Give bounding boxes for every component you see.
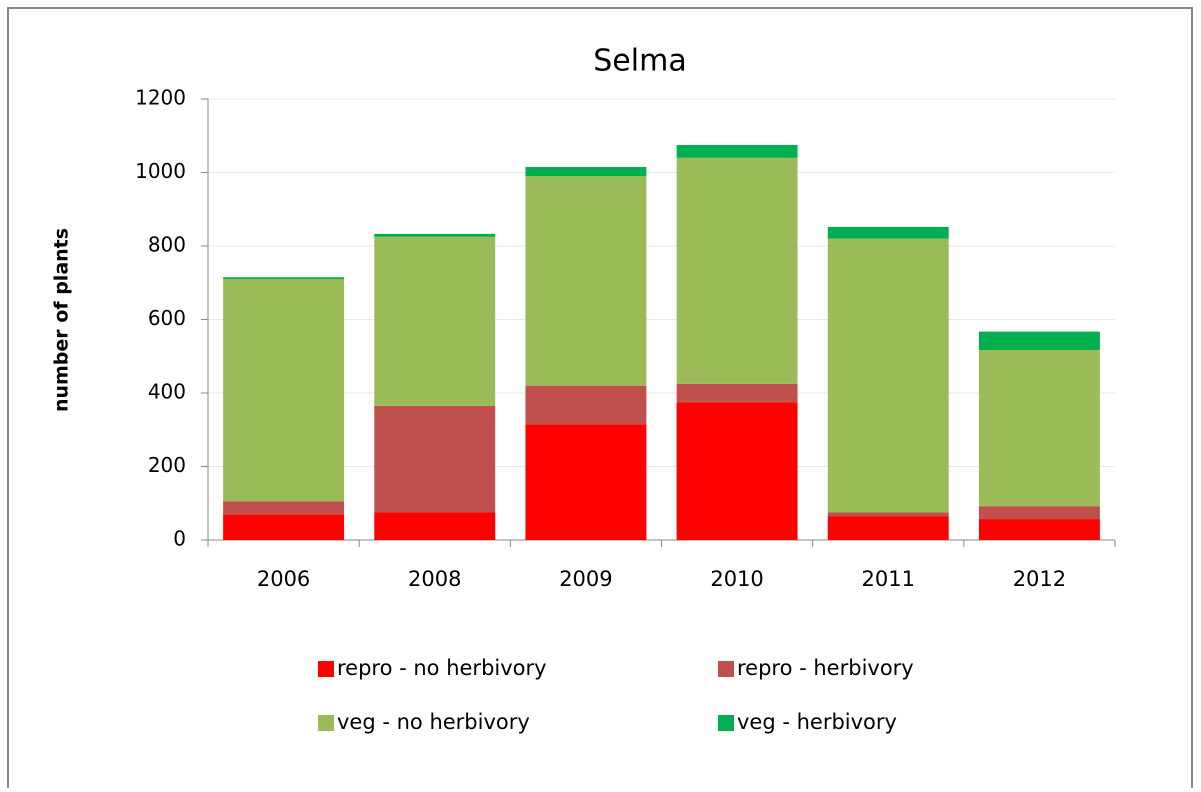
y-tick-label: 0 xyxy=(173,527,186,551)
legend-swatch xyxy=(318,661,334,677)
y-tick-label: 600 xyxy=(148,306,186,330)
x-tick-label: 2006 xyxy=(257,567,310,591)
bar-segment xyxy=(374,405,496,513)
y-axis-label: number of plants xyxy=(51,228,73,412)
legend-swatch xyxy=(718,661,734,677)
y-tick-label: 400 xyxy=(148,380,186,404)
bar-segment xyxy=(223,514,345,540)
bar-segment xyxy=(827,516,949,540)
bar-segment xyxy=(374,512,496,540)
y-tick-label: 1200 xyxy=(135,86,186,110)
bar-segment xyxy=(374,236,496,406)
bar-segment xyxy=(978,506,1100,520)
bar-segment xyxy=(525,166,647,177)
bar-segment xyxy=(223,277,345,280)
bar-segment xyxy=(223,279,345,502)
bar-segment xyxy=(676,157,798,384)
y-tick-label: 1000 xyxy=(135,159,186,183)
bar-segment xyxy=(374,233,496,237)
bar-segment xyxy=(827,226,949,239)
y-tick-label: 200 xyxy=(148,453,186,477)
bar-segment xyxy=(676,144,798,158)
x-tick-label: 2012 xyxy=(1013,567,1066,591)
bar-segment xyxy=(827,512,949,517)
legend-swatch xyxy=(718,715,734,731)
legend-label: veg - herbivory xyxy=(737,710,897,734)
chart-title: Selma xyxy=(593,44,686,79)
x-tick-label: 2008 xyxy=(408,567,461,591)
y-tick-label: 800 xyxy=(148,233,186,257)
bar-segment xyxy=(676,402,798,540)
x-tick-label: 2010 xyxy=(710,567,763,591)
legend-label: veg - no herbivory xyxy=(337,710,530,734)
x-tick-label: 2009 xyxy=(559,567,612,591)
bar-segment xyxy=(676,383,798,403)
bar-segment xyxy=(525,424,647,540)
legend-swatch xyxy=(318,715,334,731)
x-tick-label: 2011 xyxy=(862,567,915,591)
bar-segment xyxy=(827,238,949,513)
legend-label: repro - herbivory xyxy=(737,656,914,680)
bar-segment xyxy=(223,501,345,515)
legend-label: repro - no herbivory xyxy=(337,656,547,680)
bar-segment xyxy=(978,519,1100,540)
bar-segment xyxy=(525,385,647,425)
bar-segment xyxy=(978,350,1100,507)
bar-segment xyxy=(525,176,647,386)
bar-segment xyxy=(978,331,1100,351)
